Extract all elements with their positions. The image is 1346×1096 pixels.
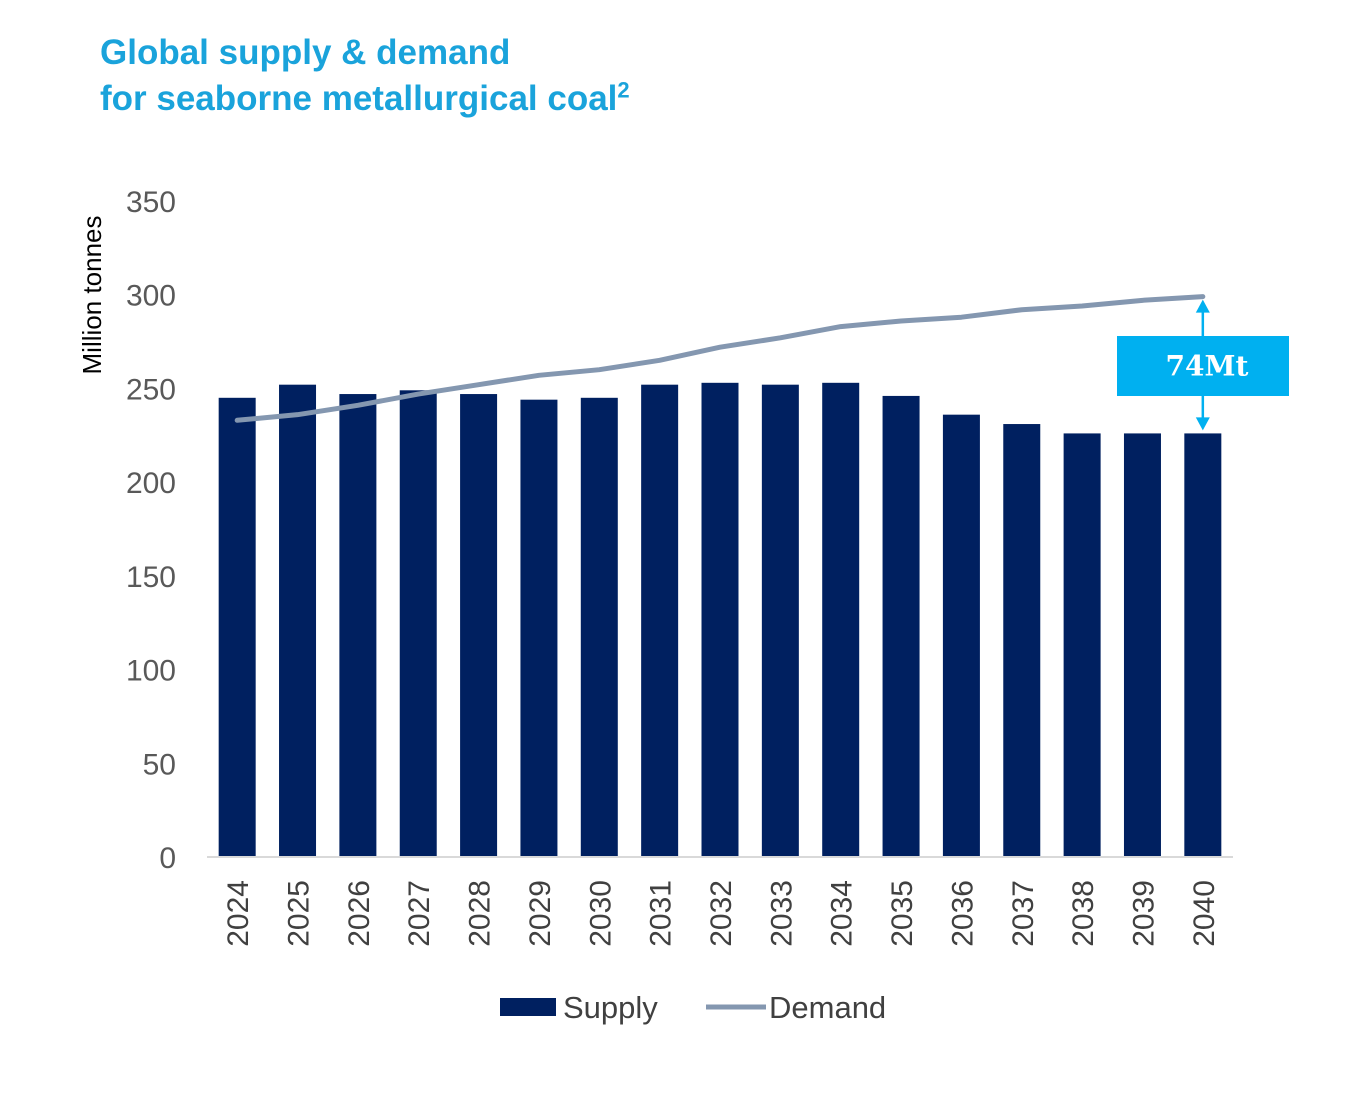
title-superscript: 2 xyxy=(617,77,630,103)
x-tick-label: 2027 xyxy=(403,880,436,947)
x-tick-label: 2040 xyxy=(1188,880,1221,947)
supply-bar xyxy=(641,384,679,857)
supply-bar xyxy=(1063,433,1101,857)
supply-bar xyxy=(218,397,256,857)
gap-callout-box xyxy=(1117,336,1289,396)
y-tick-label: 350 xyxy=(126,186,176,219)
y-tick-label: 150 xyxy=(126,561,176,594)
x-tick-label: 2034 xyxy=(826,880,859,947)
title-line-2: for seaborne metallurgical coal xyxy=(100,79,618,118)
y-tick-label: 50 xyxy=(143,748,176,781)
supply-bar xyxy=(761,384,799,857)
supply-bar xyxy=(399,390,437,857)
x-tick-label: 2025 xyxy=(283,880,316,947)
supply-bar xyxy=(279,384,317,857)
x-tick-label: 2033 xyxy=(765,880,798,947)
legend-label-demand: Demand xyxy=(769,990,886,1025)
gap-callout: 74Mt xyxy=(1117,299,1289,431)
y-tick-label: 300 xyxy=(126,280,176,313)
y-axis-label: Million tonnes xyxy=(77,216,107,375)
y-axis-ticks: 0 50 100 150 200 250 300 350 xyxy=(126,186,176,875)
x-tick-label: 2030 xyxy=(584,880,617,947)
gap-callout-label: 74Mt xyxy=(1166,350,1249,383)
x-tick-label: 2037 xyxy=(1007,880,1040,947)
x-tick-label: 2028 xyxy=(464,880,497,947)
legend: Supply Demand xyxy=(500,990,886,1025)
x-tick-label: 2029 xyxy=(524,880,557,947)
demand-line xyxy=(234,294,1206,423)
supply-bar xyxy=(882,395,920,857)
x-tick-label: 2039 xyxy=(1127,880,1160,947)
x-tick-label: 2024 xyxy=(222,880,255,947)
gap-arrow-head-bottom xyxy=(1195,417,1210,431)
x-tick-label: 2032 xyxy=(705,880,738,947)
y-tick-label: 200 xyxy=(126,467,176,500)
supply-bars xyxy=(218,382,1222,857)
supply-bar xyxy=(339,394,377,857)
supply-bar xyxy=(1003,424,1041,857)
x-tick-label: 2035 xyxy=(886,880,919,947)
supply-bar xyxy=(520,399,558,857)
y-tick-label: 100 xyxy=(126,655,176,688)
supply-bar xyxy=(822,382,860,857)
chart-title: Global supply & demand for seaborne metal… xyxy=(100,30,630,122)
supply-bar xyxy=(1184,433,1222,857)
supply-bar xyxy=(1123,433,1161,857)
y-tick-label: 250 xyxy=(126,373,176,406)
supply-bar xyxy=(460,394,498,857)
supply-bar xyxy=(942,414,980,857)
title-line-1: Global supply & demand xyxy=(100,33,511,72)
legend-swatch-supply xyxy=(500,998,556,1016)
x-tick-label: 2031 xyxy=(645,880,678,947)
x-axis-ticks: 2024 2025 2026 2027 2028 2029 2030 2031 2032 2033… xyxy=(222,880,1221,947)
x-tick-label: 2038 xyxy=(1067,880,1100,947)
supply-bar xyxy=(580,397,618,857)
legend-label-supply: Supply xyxy=(563,990,658,1025)
supply-bar xyxy=(701,382,739,857)
x-tick-label: 2036 xyxy=(946,880,979,947)
x-tick-label: 2026 xyxy=(343,880,376,947)
gap-arrow-head-top xyxy=(1195,299,1210,313)
y-tick-label: 0 xyxy=(159,842,176,875)
